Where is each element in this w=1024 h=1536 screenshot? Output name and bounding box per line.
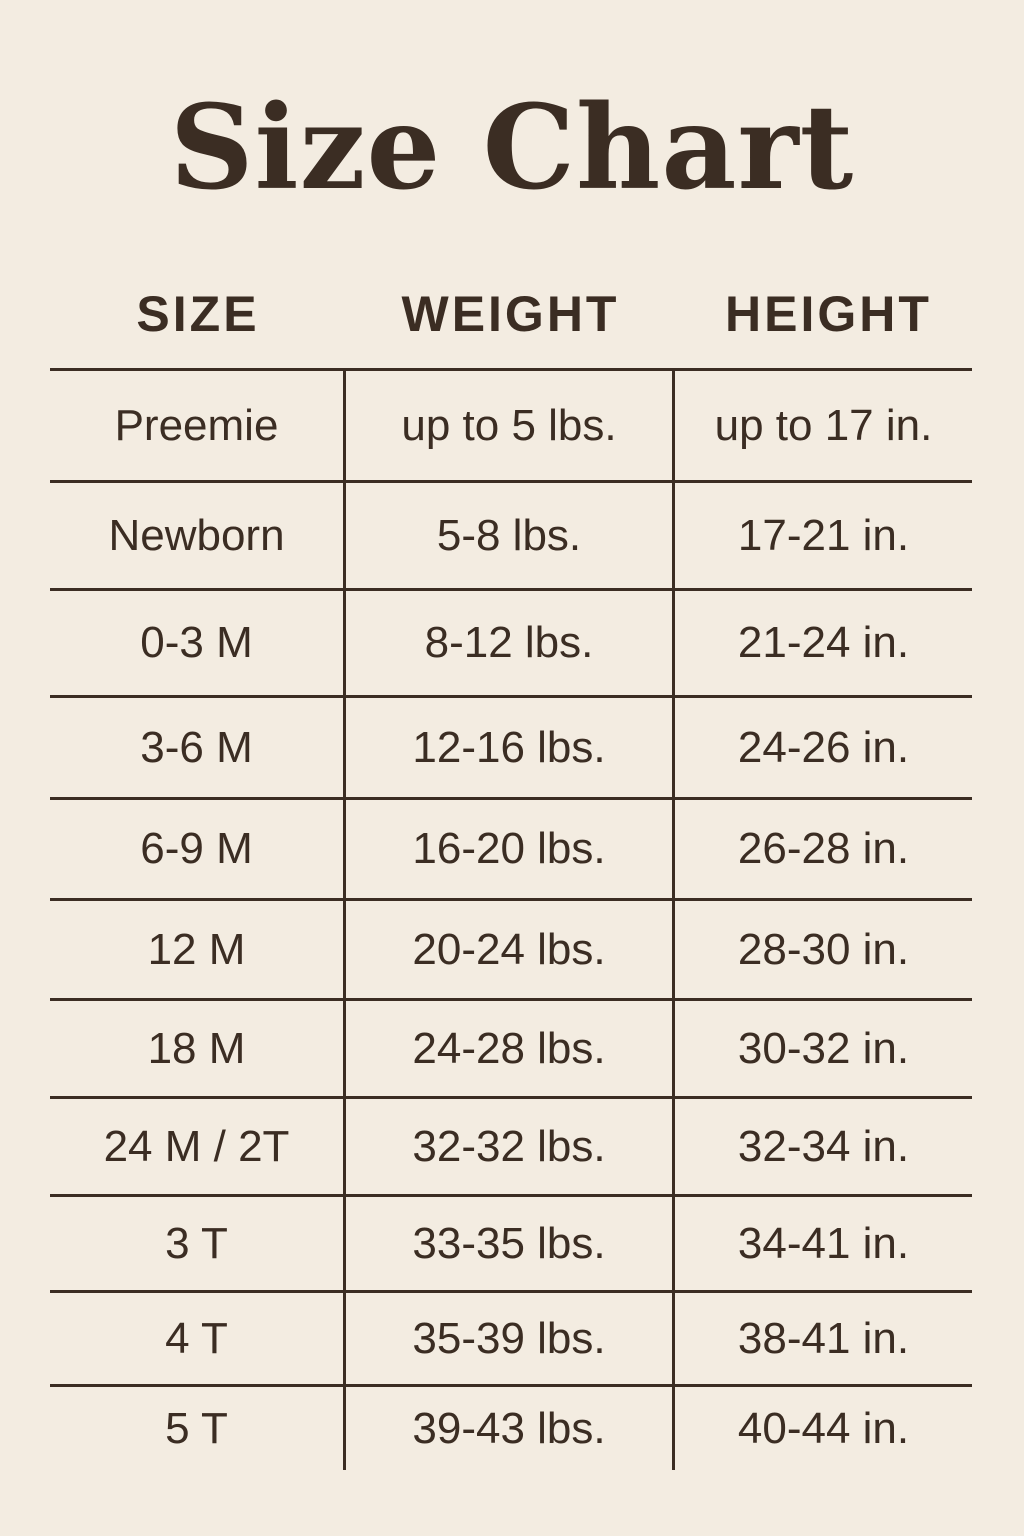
- weight-cell: up to 5 lbs.: [346, 371, 675, 480]
- weight-cell: 33-35 lbs.: [346, 1197, 675, 1290]
- weight-cell: 39-43 lbs.: [346, 1387, 675, 1470]
- size-cell: 5 T: [50, 1387, 346, 1470]
- table-row: 18 M 24-28 lbs. 30-32 in.: [50, 998, 972, 1096]
- page-title: Size Chart: [169, 80, 855, 216]
- weight-cell: 16-20 lbs.: [346, 800, 675, 898]
- size-cell: 4 T: [50, 1293, 346, 1384]
- height-cell: 21-24 in.: [737, 618, 910, 667]
- height-cell: 34-41 in.: [737, 1218, 910, 1268]
- height-cell: 24-26 in.: [737, 722, 910, 772]
- size-cell: 18 M: [50, 1001, 346, 1096]
- weight-cell: 24-28 lbs.: [346, 1001, 675, 1096]
- size-cell: 0-3 M: [50, 591, 346, 695]
- height-cell: 28-30 in.: [737, 924, 910, 974]
- height-cell: 32-34 in.: [737, 1121, 910, 1171]
- weight-cell: 12-16 lbs.: [346, 698, 675, 797]
- height-cell: 38-41 in.: [737, 1313, 910, 1363]
- table-row: 4 T 35-39 lbs. 38-41 in.: [50, 1290, 972, 1384]
- table-row: Preemie up to 5 lbs. up to 17 in.: [50, 368, 972, 480]
- size-cell: 12 M: [50, 901, 346, 998]
- weight-cell: 32-32 lbs.: [346, 1099, 675, 1194]
- table-row: 3 T 33-35 lbs. 34-41 in.: [50, 1194, 972, 1290]
- table-row: 12 M 20-24 lbs. 28-30 in.: [50, 898, 972, 998]
- table-row: 3-6 M 12-16 lbs. 24-26 in.: [50, 695, 972, 797]
- table-row: Newborn 5-8 lbs. 17-21 in.: [50, 480, 972, 588]
- height-cell: 40-44 in.: [737, 1403, 910, 1453]
- height-cell: 17-21 in.: [737, 510, 910, 560]
- column-header-weight: WEIGHT: [401, 286, 620, 342]
- table-row: 5 T 39-43 lbs. 40-44 in.: [50, 1384, 972, 1470]
- weight-cell: 20-24 lbs.: [346, 901, 675, 998]
- size-cell: 3-6 M: [50, 698, 346, 797]
- weight-cell: 35-39 lbs.: [346, 1293, 675, 1384]
- table-row: 24 M / 2T 32-32 lbs. 32-34 in.: [50, 1096, 972, 1194]
- size-table: Preemie up to 5 lbs. up to 17 in. Newborn 5-…: [50, 368, 972, 1470]
- height-cell: 26-28 in.: [737, 824, 910, 873]
- height-cell: up to 17 in.: [714, 400, 933, 450]
- weight-cell: 8-12 lbs.: [346, 591, 675, 695]
- size-cell: 6-9 M: [50, 800, 346, 898]
- column-header-height: HEIGHT: [725, 286, 932, 342]
- table-row: 6-9 M 16-20 lbs. 26-28 in.: [50, 797, 972, 898]
- size-cell: Newborn: [50, 483, 346, 588]
- size-cell: 24 M / 2T: [50, 1099, 346, 1194]
- column-header-size: SIZE: [136, 286, 260, 342]
- weight-cell: 5-8 lbs.: [346, 483, 675, 588]
- size-cell: Preemie: [50, 371, 346, 480]
- size-cell: 3 T: [50, 1197, 346, 1290]
- table-row: 0-3 M 8-12 lbs. 21-24 in.: [50, 588, 972, 695]
- height-cell: 30-32 in.: [737, 1023, 910, 1073]
